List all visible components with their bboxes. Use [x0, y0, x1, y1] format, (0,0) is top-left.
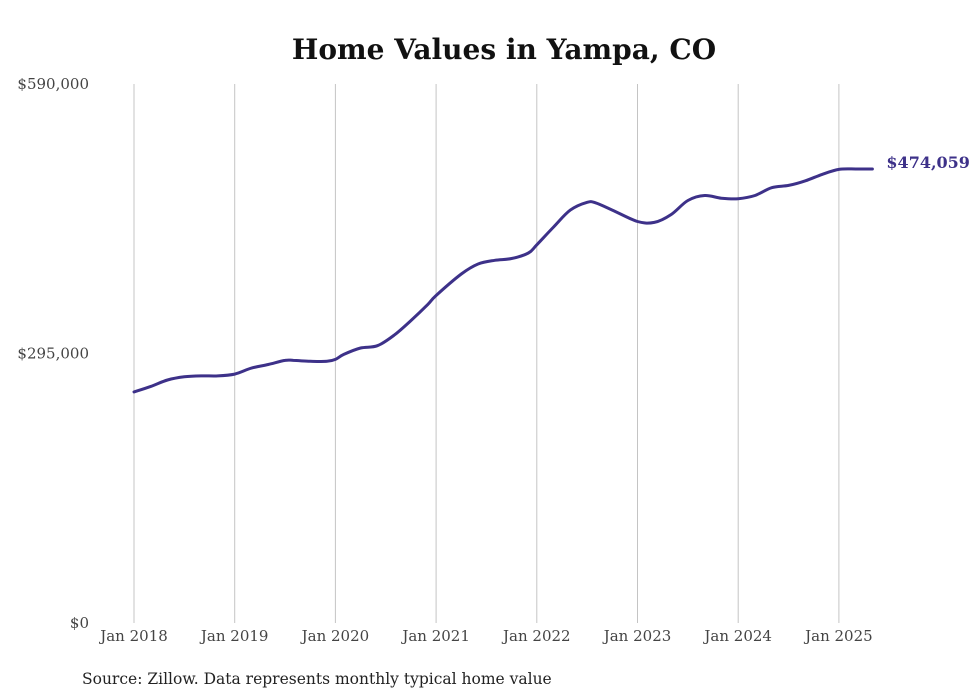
latest-value-label: $474,059 [886, 153, 970, 172]
y-axis-tick-labels: $0 $295,000 $590,000 [17, 75, 89, 632]
y-tick-label-1: $295,000 [17, 345, 89, 363]
vertical-gridlines [133, 84, 840, 623]
x-tick-label-1: Jan 2019 [199, 627, 269, 645]
y-tick-label-0: $0 [70, 614, 89, 632]
x-tick-label-2: Jan 2020 [300, 627, 370, 645]
x-tick-label-4: Jan 2022 [501, 627, 571, 645]
x-tick-label-7: Jan 2025 [803, 627, 873, 645]
y-tick-label-2: $590,000 [17, 75, 89, 93]
source-note: Source: Zillow. Data represents monthly … [82, 670, 552, 688]
x-axis-tick-labels: Jan 2018 Jan 2019 Jan 2020 Jan 2021 Jan 2022… [98, 627, 872, 645]
x-tick-label-3: Jan 2021 [400, 627, 470, 645]
x-tick-label-5: Jan 2023 [602, 627, 672, 645]
chart-title: Home Values in Yampa, CO [292, 33, 716, 66]
home-value-series-line [132, 167, 874, 394]
x-tick-label-6: Jan 2024 [702, 627, 772, 645]
x-tick-label-0: Jan 2018 [98, 627, 168, 645]
